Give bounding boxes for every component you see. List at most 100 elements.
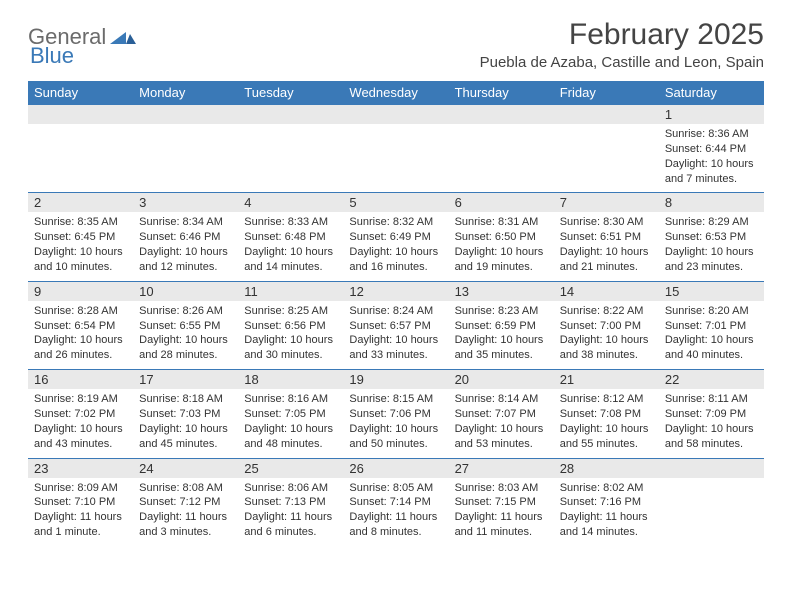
day-details: Sunrise: 8:36 AMSunset: 6:44 PMDaylight:… <box>659 124 764 192</box>
brand-word-2-wrap: Blue <box>30 43 74 69</box>
sunset-line: Sunset: 6:53 PM <box>665 230 758 245</box>
sunset-line: Sunset: 7:16 PM <box>560 495 653 510</box>
calendar-cell: 15 Sunrise: 8:20 AMSunset: 7:01 PMDayligh… <box>659 281 764 369</box>
day-details: Sunrise: 8:32 AMSunset: 6:49 PMDaylight:… <box>343 212 448 280</box>
header: General February 2025 Puebla de Azaba, C… <box>28 18 764 71</box>
sunset-line: Sunset: 7:12 PM <box>139 495 232 510</box>
sunset-line: Sunset: 6:49 PM <box>349 230 442 245</box>
day-details: Sunrise: 8:16 AMSunset: 7:05 PMDaylight:… <box>238 389 343 457</box>
day-details: Sunrise: 8:06 AMSunset: 7:13 PMDaylight:… <box>238 478 343 546</box>
day-details: Sunrise: 8:09 AMSunset: 7:10 PMDaylight:… <box>28 478 133 546</box>
calendar-cell: 27Sunrise: 8:03 AMSunset: 7:15 PMDayligh… <box>449 458 554 546</box>
daylight-line: Daylight: 10 hours and 23 minutes. <box>665 245 758 275</box>
day-number: 9 <box>28 281 133 301</box>
day-number: 17 <box>133 369 238 389</box>
sunset-line: Sunset: 7:08 PM <box>560 407 653 422</box>
calendar-cell: 9Sunrise: 8:28 AMSunset: 6:54 PMDaylight… <box>28 281 133 369</box>
calendar-row: ............1Sunrise: 8:36 AMSunset: 6:4… <box>28 104 764 192</box>
day-number: 22 <box>659 369 764 389</box>
day-number: 11 <box>238 281 343 301</box>
calendar-cell: 26Sunrise: 8:05 AMSunset: 7:14 PMDayligh… <box>343 458 448 546</box>
day-number: . <box>133 104 238 124</box>
daylight-line: Daylight: 10 hours and 30 minutes. <box>244 333 337 363</box>
calendar-cell: .. <box>659 458 764 546</box>
calendar-cell: 20Sunrise: 8:14 AMSunset: 7:07 PMDayligh… <box>449 369 554 457</box>
calendar-cell: 24Sunrise: 8:08 AMSunset: 7:12 PMDayligh… <box>133 458 238 546</box>
sunrise-line: Sunrise: 8:02 AM <box>560 481 653 496</box>
daylight-line: Daylight: 10 hours and 7 minutes. <box>665 157 758 187</box>
sunset-line: Sunset: 7:10 PM <box>34 495 127 510</box>
calendar-cell: 10Sunrise: 8:26 AMSunset: 6:55 PMDayligh… <box>133 281 238 369</box>
daylight-line: Daylight: 10 hours and 50 minutes. <box>349 422 442 452</box>
day-number: 18 <box>238 369 343 389</box>
calendar-cell: 12Sunrise: 8:24 AMSunset: 6:57 PMDayligh… <box>343 281 448 369</box>
calendar-cell: 5Sunrise: 8:32 AMSunset: 6:49 PMDaylight… <box>343 192 448 280</box>
sunrise-line: Sunrise: 8:18 AM <box>139 392 232 407</box>
day-number: 28 <box>554 458 659 478</box>
sunset-line: Sunset: 6:44 PM <box>665 142 758 157</box>
calendar-row: 9Sunrise: 8:28 AMSunset: 6:54 PMDaylight… <box>28 281 764 369</box>
sunrise-line: Sunrise: 8:03 AM <box>455 481 548 496</box>
sunset-line: Sunset: 7:14 PM <box>349 495 442 510</box>
sunrise-line: Sunrise: 8:08 AM <box>139 481 232 496</box>
title-block: February 2025 Puebla de Azaba, Castille … <box>480 18 764 71</box>
daylight-line: Daylight: 10 hours and 48 minutes. <box>244 422 337 452</box>
sunrise-line: Sunrise: 8:12 AM <box>560 392 653 407</box>
sunset-line: Sunset: 7:01 PM <box>665 319 758 334</box>
day-details: Sunrise: 8:35 AMSunset: 6:45 PMDaylight:… <box>28 212 133 280</box>
calendar-cell: .. <box>238 104 343 192</box>
sunset-line: Sunset: 6:46 PM <box>139 230 232 245</box>
sunrise-line: Sunrise: 8:32 AM <box>349 215 442 230</box>
calendar-cell: 28 Sunrise: 8:02 AMSunset: 7:16 PMDayligh… <box>554 458 659 546</box>
day-details: Sunrise: 8:22 AMSunset: 7:00 PMDaylight:… <box>554 301 659 369</box>
day-number: 20 <box>449 369 554 389</box>
daylight-line: Daylight: 10 hours and 43 minutes. <box>34 422 127 452</box>
calendar-cell: 2Sunrise: 8:35 AMSunset: 6:45 PMDaylight… <box>28 192 133 280</box>
day-details: Sunrise: 8:03 AMSunset: 7:15 PMDaylight:… <box>449 478 554 546</box>
calendar-row: 2Sunrise: 8:35 AMSunset: 6:45 PMDaylight… <box>28 192 764 280</box>
sunset-line: Sunset: 6:45 PM <box>34 230 127 245</box>
sunset-line: Sunset: 7:15 PM <box>455 495 548 510</box>
day-number: 1 <box>659 104 764 124</box>
sunset-line: Sunset: 7:05 PM <box>244 407 337 422</box>
sunrise-line: Sunrise: 8:30 AM <box>560 215 653 230</box>
calendar-cell: 7Sunrise: 8:30 AMSunset: 6:51 PMDaylight… <box>554 192 659 280</box>
daylight-line: Daylight: 10 hours and 40 minutes. <box>665 333 758 363</box>
daylight-line: Daylight: 10 hours and 26 minutes. <box>34 333 127 363</box>
day-number: 3 <box>133 192 238 212</box>
calendar-cell: 8Sunrise: 8:29 AMSunset: 6:53 PMDaylight… <box>659 192 764 280</box>
day-number: 27 <box>449 458 554 478</box>
sunset-line: Sunset: 7:13 PM <box>244 495 337 510</box>
sunrise-line: Sunrise: 8:20 AM <box>665 304 758 319</box>
sunrise-line: Sunrise: 8:31 AM <box>455 215 548 230</box>
day-number: 7 <box>554 192 659 212</box>
day-details: Sunrise: 8:24 AMSunset: 6:57 PMDaylight:… <box>343 301 448 369</box>
brand-word-2: Blue <box>30 43 74 68</box>
day-details: Sunrise: 8:18 AMSunset: 7:03 PMDaylight:… <box>133 389 238 457</box>
sunrise-line: Sunrise: 8:09 AM <box>34 481 127 496</box>
sunset-line: Sunset: 7:07 PM <box>455 407 548 422</box>
day-number: 19 <box>343 369 448 389</box>
day-details: Sunrise: 8:25 AMSunset: 6:56 PMDaylight:… <box>238 301 343 369</box>
sunset-line: Sunset: 7:06 PM <box>349 407 442 422</box>
day-details: Sunrise: 8:31 AMSunset: 6:50 PMDaylight:… <box>449 212 554 280</box>
sunset-line: Sunset: 6:57 PM <box>349 319 442 334</box>
weekday-header: Friday <box>554 81 659 104</box>
day-number: . <box>238 104 343 124</box>
day-details: Sunrise: 8:11 AMSunset: 7:09 PMDaylight:… <box>659 389 764 457</box>
calendar-cell: 21Sunrise: 8:12 AMSunset: 7:08 PMDayligh… <box>554 369 659 457</box>
day-number: 14 <box>554 281 659 301</box>
calendar-cell: 3Sunrise: 8:34 AMSunset: 6:46 PMDaylight… <box>133 192 238 280</box>
daylight-line: Daylight: 10 hours and 58 minutes. <box>665 422 758 452</box>
daylight-line: Daylight: 10 hours and 10 minutes. <box>34 245 127 275</box>
calendar-cell: 13Sunrise: 8:23 AMSunset: 6:59 PMDayligh… <box>449 281 554 369</box>
daylight-line: Daylight: 11 hours and 14 minutes. <box>560 510 653 540</box>
sunrise-line: Sunrise: 8:35 AM <box>34 215 127 230</box>
day-number: 4 <box>238 192 343 212</box>
sunrise-line: Sunrise: 8:22 AM <box>560 304 653 319</box>
daylight-line: Daylight: 10 hours and 53 minutes. <box>455 422 548 452</box>
day-number: 25 <box>238 458 343 478</box>
day-number: . <box>554 104 659 124</box>
day-number: 15 <box>659 281 764 301</box>
daylight-line: Daylight: 10 hours and 33 minutes. <box>349 333 442 363</box>
